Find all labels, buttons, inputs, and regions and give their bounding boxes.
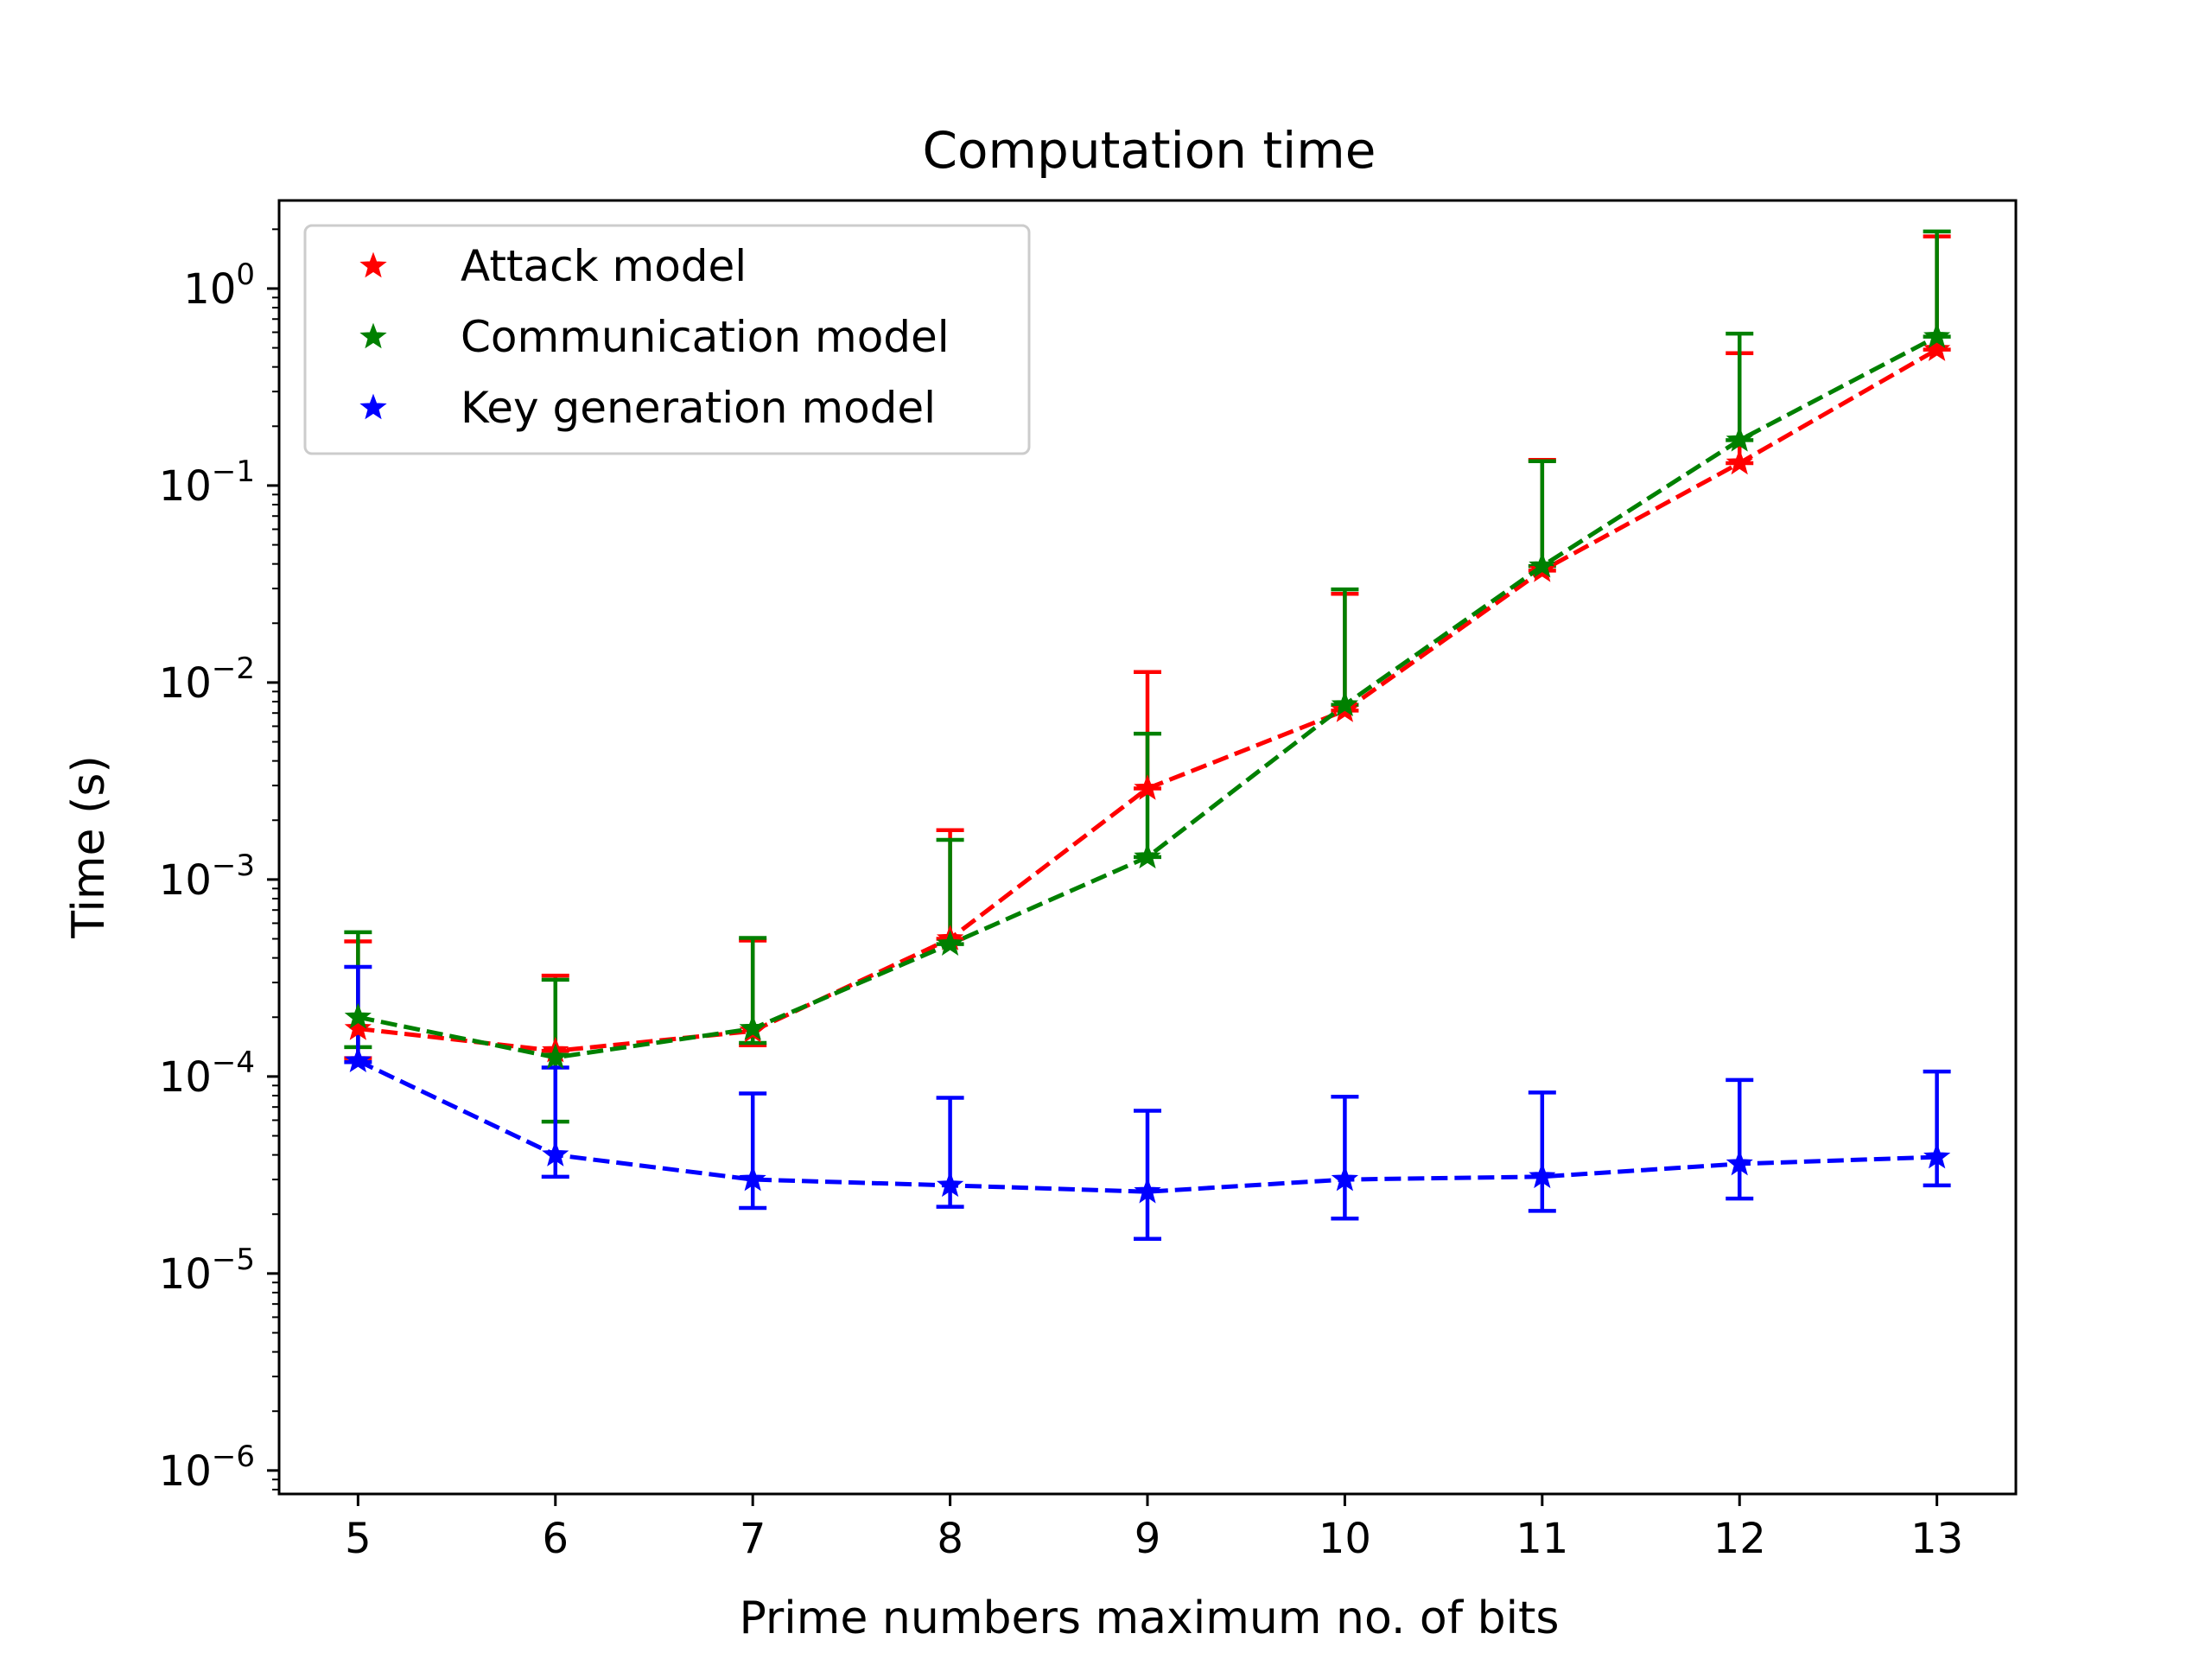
data-point (1923, 1142, 1951, 1169)
data-point (936, 930, 964, 956)
chart-title: Computation time (923, 121, 1376, 180)
legend-marker-attack-model (359, 251, 387, 278)
y-tick-label: 10−6 (159, 1440, 255, 1496)
y-tick-label: 10−3 (159, 849, 255, 905)
y-tick-label: 10−4 (159, 1046, 255, 1102)
legend-label-attack-model: Attack model (461, 241, 747, 291)
x-tick-label: 6 (542, 1515, 569, 1563)
x-tick-label: 7 (740, 1515, 766, 1563)
data-point (739, 1014, 766, 1040)
data-point (344, 1014, 372, 1040)
data-point (1923, 335, 1951, 361)
plot-data (344, 229, 1951, 1241)
y-tick-label: 100 (183, 257, 255, 314)
series-line-communication-model (344, 322, 1951, 1070)
series-line (358, 347, 1938, 1053)
legend-box (303, 224, 1031, 455)
series-line-key-generation-model (344, 1046, 1951, 1204)
data-point (1331, 690, 1359, 717)
data-point (1331, 1165, 1359, 1192)
data-point (1726, 1149, 1753, 1176)
data-point (1529, 1162, 1556, 1189)
legend-label-key-generation-model: Key generation model (461, 383, 936, 433)
data-point (739, 1165, 766, 1192)
axes: 5 6 7 8 9 10 11 12 13 10−6 10−5 10−4 10−3 10−2 10−1 100 (159, 228, 1963, 1563)
y-tick-label: 10−1 (159, 454, 255, 511)
x-tick-label: 9 (1135, 1515, 1161, 1563)
data-point (1134, 842, 1161, 869)
data-point (1923, 322, 1951, 348)
legend: Attack model Communication model Key gener… (303, 224, 1031, 455)
series-line (357, 1058, 1937, 1194)
data-point (1726, 448, 1753, 475)
legend-label-communication-model: Communication model (461, 312, 950, 362)
x-axis-label: Prime numbers maximum no. of bits (739, 1592, 1559, 1644)
data-point (542, 1141, 569, 1166)
legend-marker-communication-model (359, 322, 387, 349)
x-tick-label: 11 (1516, 1515, 1568, 1563)
legend-marker-key-generation-model (359, 393, 387, 420)
data-point (542, 1043, 569, 1070)
data-point (1726, 425, 1753, 452)
data-point (1134, 774, 1161, 800)
x-tick-label: 12 (1713, 1515, 1766, 1563)
data-point (1529, 551, 1556, 578)
x-tick-label: 13 (1910, 1515, 1963, 1563)
x-tick-label: 8 (937, 1515, 963, 1563)
data-point (344, 1046, 372, 1073)
x-tick-label: 10 (1319, 1515, 1371, 1563)
y-tick-label: 10−5 (159, 1243, 255, 1299)
y-tick-label: 10−2 (159, 652, 255, 708)
y-axis-label: Time (s) (63, 755, 115, 938)
x-tick-label: 5 (345, 1515, 372, 1563)
data-point (344, 1002, 372, 1029)
data-point (936, 1171, 964, 1198)
data-point (1134, 1177, 1161, 1204)
